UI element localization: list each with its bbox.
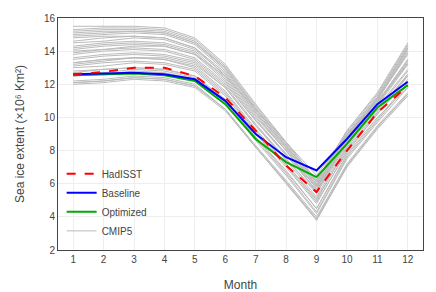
svg-text:14: 14 xyxy=(44,46,56,57)
svg-text:CMIP5: CMIP5 xyxy=(102,226,133,237)
svg-text:6: 6 xyxy=(223,254,229,265)
svg-text:Baseline: Baseline xyxy=(102,188,141,199)
svg-text:16: 16 xyxy=(44,13,56,24)
svg-text:6: 6 xyxy=(49,178,55,189)
svg-text:4: 4 xyxy=(49,211,55,222)
svg-text:3: 3 xyxy=(131,254,137,265)
svg-text:7: 7 xyxy=(253,254,259,265)
svg-text:Sea ice extent (×10⁶ Km²): Sea ice extent (×10⁶ Km²) xyxy=(13,65,27,203)
svg-text:Optimized: Optimized xyxy=(102,207,147,218)
svg-text:4: 4 xyxy=(162,254,168,265)
svg-text:1: 1 xyxy=(70,254,76,265)
svg-text:11: 11 xyxy=(372,254,383,265)
svg-text:10: 10 xyxy=(44,112,56,123)
svg-text:5: 5 xyxy=(192,254,198,265)
svg-text:12: 12 xyxy=(402,254,414,265)
svg-text:Month: Month xyxy=(224,278,257,292)
svg-text:HadISST: HadISST xyxy=(102,169,143,180)
svg-text:2: 2 xyxy=(49,245,55,256)
svg-text:2: 2 xyxy=(101,254,107,265)
svg-text:9: 9 xyxy=(314,254,320,265)
svg-text:8: 8 xyxy=(49,145,55,156)
svg-text:12: 12 xyxy=(44,79,56,90)
svg-text:10: 10 xyxy=(341,254,353,265)
svg-text:8: 8 xyxy=(283,254,289,265)
